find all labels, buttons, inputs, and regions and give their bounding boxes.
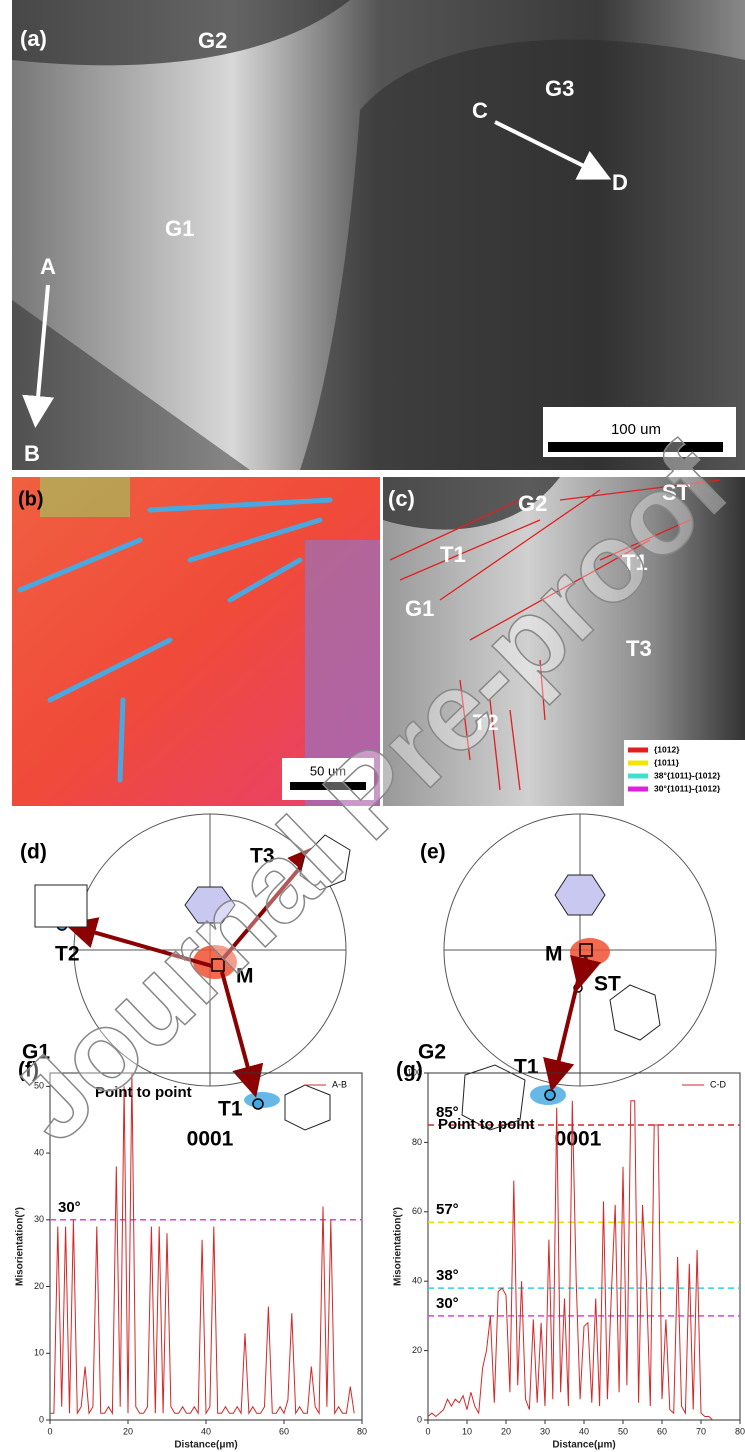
- reference-label: 38°: [436, 1267, 459, 1284]
- grain-label: G2: [198, 28, 227, 53]
- pole-marker: [545, 1090, 555, 1100]
- x-tick-label: 40: [579, 1426, 589, 1436]
- x-tick-label: 60: [657, 1426, 667, 1436]
- annotation: Point to point: [438, 1116, 535, 1133]
- x-tick-label: 50: [618, 1426, 628, 1436]
- y-axis-label: Misorientation(°): [15, 1207, 26, 1286]
- dark-region: [300, 40, 745, 470]
- x-tick-label: 0: [47, 1426, 52, 1436]
- pole-marker: [253, 1099, 263, 1109]
- panel-a: (a) G2 G3 G1 A B C D 100 um: [12, 0, 745, 470]
- legend-label: {1011}: [654, 757, 680, 767]
- y-tick-label: 30: [34, 1214, 44, 1224]
- x-tick-label: 20: [123, 1426, 133, 1436]
- point-label: D: [612, 170, 628, 195]
- x-tick-label: 40: [201, 1426, 211, 1436]
- legend-swatch: [628, 787, 648, 792]
- panel-label: (g): [396, 1059, 423, 1082]
- figure: (a) G2 G3 G1 A B C D 100 um (b) 50 um (c…: [0, 0, 745, 1452]
- legend-label: {1012}: [654, 744, 680, 754]
- x-tick-label: 20: [501, 1426, 511, 1436]
- x-tick-label: 0: [425, 1426, 430, 1436]
- pole-label: T1: [514, 1056, 539, 1079]
- x-tick-label: 10: [462, 1426, 472, 1436]
- point-label: C: [472, 98, 488, 123]
- twin-label: T1: [440, 542, 466, 567]
- pole-label: T1: [218, 1098, 243, 1121]
- pole-direction: 0001: [187, 1128, 234, 1151]
- y-tick-label: 60: [412, 1206, 422, 1216]
- x-tick-label: 30: [540, 1426, 550, 1436]
- y-tick-label: 10: [34, 1348, 44, 1358]
- pole-direction: 0001: [555, 1128, 602, 1151]
- point-label: B: [24, 441, 40, 466]
- y-tick-label: 40: [34, 1147, 44, 1157]
- y-tick-label: 0: [417, 1414, 422, 1424]
- panel-label: (c): [388, 486, 415, 511]
- y-tick-label: 20: [412, 1345, 422, 1355]
- panel-label: (b): [18, 488, 44, 510]
- reference-label: 57°: [436, 1201, 459, 1218]
- panel-label: (e): [420, 841, 446, 864]
- twin-label: G1: [405, 596, 434, 621]
- legend-label: 38°{1011}-{1012}: [654, 770, 721, 780]
- unit-cell: [285, 1085, 330, 1130]
- x-axis-label: Distance(μm): [552, 1440, 615, 1451]
- pole-cluster: [570, 938, 610, 966]
- y-tick-label: 40: [412, 1276, 422, 1286]
- panel-label: (d): [20, 841, 47, 864]
- x-tick-label: 70: [696, 1426, 706, 1436]
- legend-label: A-B: [332, 1079, 347, 1089]
- legend-swatch: [628, 748, 648, 753]
- legend-swatch: [628, 761, 648, 766]
- twin-label: G2: [518, 491, 547, 516]
- legend-swatch: [628, 774, 648, 779]
- x-tick-label: 60: [279, 1426, 289, 1436]
- grain-label: G1: [165, 216, 194, 241]
- pole-label: T2: [55, 943, 80, 966]
- fine-grains: [40, 477, 130, 517]
- x-tick-label: 80: [357, 1426, 367, 1436]
- twin-label: T3: [626, 636, 652, 661]
- x-tick-label: 80: [735, 1426, 745, 1436]
- y-tick-label: 20: [34, 1281, 44, 1291]
- y-axis-label: Misorientation(°): [393, 1207, 404, 1286]
- y-tick-label: 80: [412, 1137, 422, 1147]
- unit-cell: [35, 885, 87, 927]
- grain-label: G3: [545, 76, 574, 101]
- panel-label: (a): [20, 26, 47, 51]
- x-axis-label: Distance(μm): [174, 1440, 237, 1451]
- pole-label: ST: [594, 973, 621, 996]
- y-tick-label: 0: [39, 1414, 44, 1424]
- pole-label: M: [545, 943, 563, 966]
- legend-label: 30°{1011}-{1012}: [654, 783, 721, 793]
- reference-label: 30°: [436, 1295, 459, 1312]
- reference-label: 30°: [58, 1199, 81, 1216]
- panel-e: (e) M ST T1 G2 0001: [418, 814, 716, 1151]
- point-label: A: [40, 254, 56, 279]
- legend-label: C-D: [710, 1079, 726, 1089]
